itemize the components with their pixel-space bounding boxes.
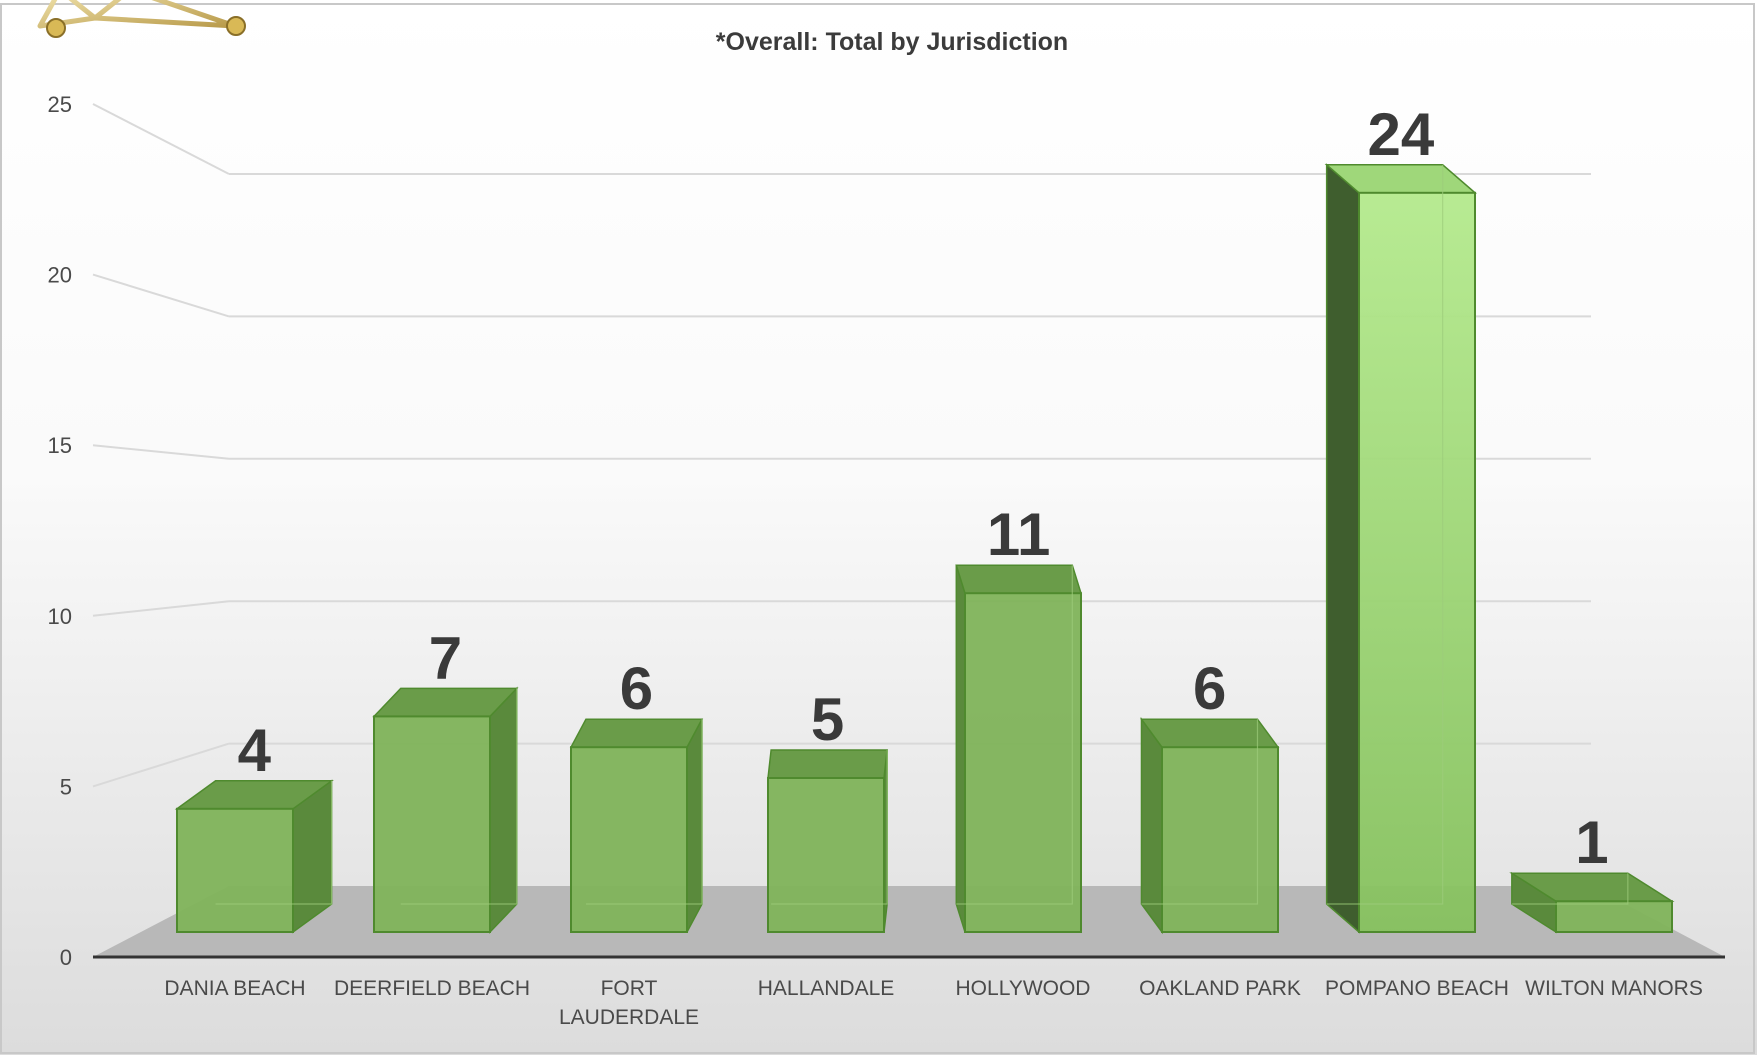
bar-front <box>176 807 294 933</box>
bar-front <box>1161 746 1279 934</box>
y-tick-label: 5 <box>60 774 72 799</box>
bar-front <box>373 715 491 934</box>
chart-title: *Overall: Total by Jurisdiction <box>716 28 1068 56</box>
bar-inner-edge <box>585 719 703 905</box>
x-tick-label: DANIA BEACH <box>164 977 305 1000</box>
bar-inner-edge <box>1511 873 1629 905</box>
gridline-side <box>92 103 230 175</box>
data-label: 6 <box>620 655 653 722</box>
bar <box>1140 716 1280 935</box>
data-label: 5 <box>811 686 844 753</box>
gridline-side <box>92 600 230 617</box>
chart-border <box>0 3 1755 1054</box>
bar <box>372 686 519 934</box>
bar-front <box>964 592 1082 933</box>
gridline-side <box>92 273 230 318</box>
bar-inner-edge <box>400 688 518 905</box>
y-tick-label: 15 <box>48 433 72 458</box>
data-label: 24 <box>1367 101 1434 168</box>
bar-inner-edge <box>771 750 888 905</box>
x-tick-label: POMPANO BEACH <box>1325 977 1509 1000</box>
bar <box>174 779 334 934</box>
bar-inner-edge <box>215 780 333 905</box>
bar-side <box>1325 163 1360 934</box>
data-label: 7 <box>429 624 462 691</box>
bar <box>1509 871 1675 934</box>
x-tick-label: WILTON MANORS <box>1525 977 1703 1000</box>
x-tick-label: OAKLAND PARK <box>1139 977 1301 1000</box>
bar-side <box>955 564 966 933</box>
data-label: 1 <box>1575 809 1608 876</box>
bar-front <box>767 777 885 933</box>
bar <box>1324 163 1478 934</box>
bar-side <box>489 686 518 934</box>
bar-inner-edge <box>956 565 1073 905</box>
chart-floor <box>93 886 1725 957</box>
data-label: 4 <box>238 717 272 784</box>
data-label: 11 <box>987 501 1050 568</box>
bar-front <box>1358 191 1476 934</box>
x-tick-label: HALLANDALE <box>758 977 895 1000</box>
bar-side <box>686 718 703 933</box>
y-tick-label: 10 <box>48 604 72 629</box>
x-tick-label: FORT LAUDERDALE <box>559 977 699 1029</box>
y-tick-label: 20 <box>48 263 72 288</box>
y-tick-label: 25 <box>48 92 72 117</box>
gridline-side <box>92 444 230 460</box>
bar-top <box>569 718 704 748</box>
bar <box>955 564 1083 933</box>
data-label: 6 <box>1193 655 1226 722</box>
badge-star-icon <box>37 0 246 38</box>
bar-top <box>955 564 1083 594</box>
x-tick-label: HOLLYWOOD <box>956 977 1091 1000</box>
bar-front <box>570 746 688 934</box>
x-tick-label: DEERFIELD BEACH <box>334 977 530 1000</box>
bar-inner-edge <box>1326 164 1444 905</box>
bar <box>569 718 704 934</box>
bar-top <box>767 749 888 779</box>
bar-inner-edge <box>1141 719 1259 905</box>
y-tick-label: 0 <box>60 945 72 970</box>
bar-side <box>1140 716 1163 935</box>
bar-front <box>1555 900 1673 934</box>
bar <box>767 749 888 933</box>
gridline-side <box>92 742 230 788</box>
